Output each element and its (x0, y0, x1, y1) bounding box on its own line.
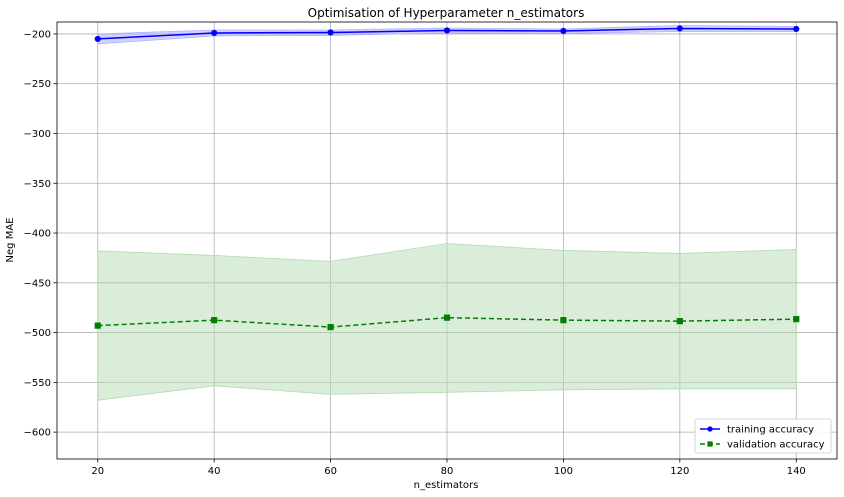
legend-validation-marker (707, 441, 713, 447)
series-markers (94, 25, 800, 331)
training-accuracy-point (94, 35, 101, 43)
y-tick-label: −350 (24, 179, 51, 190)
validation-accuracy-point (211, 317, 218, 324)
validation-accuracy-point (560, 317, 567, 324)
training-accuracy-point (676, 25, 683, 32)
x-tick-label: 60 (324, 466, 337, 477)
x-tick-label: 120 (670, 466, 689, 477)
y-tick-label: −200 (24, 29, 51, 40)
legend-validation-label: validation accuracy (727, 440, 825, 451)
validation-accuracy-band (97, 243, 797, 401)
legend-training-marker (707, 426, 713, 432)
legend-training-label: training accuracy (727, 425, 814, 436)
y-tick-label: −450 (24, 278, 51, 289)
x-tick-label: 100 (554, 466, 573, 477)
training-accuracy-point (211, 29, 218, 37)
y-tick-label: −600 (24, 428, 51, 439)
x-axis-label: n_estimators (414, 480, 479, 491)
training-accuracy-point (793, 25, 800, 33)
legend: training accuracy validation accuracy (694, 418, 832, 454)
training-accuracy-point (443, 27, 451, 34)
y-axis-label: Neg MAE (5, 218, 16, 263)
x-tick-label: 140 (787, 466, 806, 477)
training-accuracy-point (560, 27, 567, 35)
validation-accuracy-point (793, 316, 800, 323)
validation-accuracy-point (443, 314, 451, 321)
validation-accuracy-point (327, 324, 334, 331)
chart-title: Optimisation of Hyperparameter n_estimat… (308, 6, 585, 20)
x-axis-ticks: 20 40 60 80 100 120 140 (91, 459, 806, 477)
validation-accuracy-point (94, 322, 101, 329)
legend-box (694, 418, 832, 454)
y-axis-ticks: −200 −250 −300 −350 −400 −450 −500 −550 −600 (24, 29, 57, 439)
x-tick-label: 80 (441, 466, 454, 477)
y-tick-label: −300 (24, 129, 51, 140)
y-tick-label: −550 (24, 378, 51, 389)
validation-accuracy-point (676, 318, 683, 325)
grid (57, 22, 837, 459)
y-tick-label: −500 (24, 328, 51, 339)
x-tick-label: 40 (208, 466, 221, 477)
y-tick-label: −400 (24, 229, 51, 240)
training-accuracy-point (327, 29, 334, 36)
x-tick-label: 20 (91, 466, 104, 477)
y-tick-label: −250 (24, 79, 51, 90)
